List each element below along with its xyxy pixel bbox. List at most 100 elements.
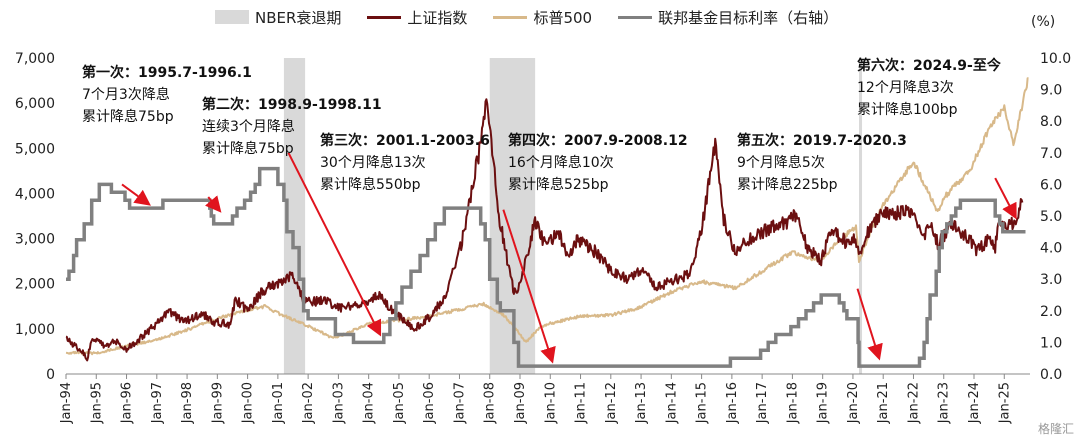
y-right-tick-label: 3.0 (1040, 272, 1062, 288)
x-tick-label: Jan-10 (543, 382, 558, 424)
sse-swatch (367, 15, 402, 19)
y-left-tick-label: 5,000 (15, 141, 55, 157)
sse-line (65, 98, 1024, 362)
y-left-tick-label: 3,000 (15, 232, 55, 248)
annotation-cut-6: 第六次：2024.9-至今 12个月降息3次 累计降息100bp (857, 55, 1001, 121)
annotation-line: 累计降息525bp (508, 177, 609, 193)
y-right-tick-label: 8.0 (1040, 114, 1062, 130)
annotation-line: 7个月3次降息 (82, 87, 170, 103)
annotation-line: 30个月降息13次 (320, 155, 426, 171)
y-left-tick-label: 2,000 (15, 277, 55, 293)
y-left-tick-label: 1,000 (15, 322, 55, 338)
y-right-tick-label: 10.0 (1040, 51, 1071, 67)
x-tick-label: Jan-05 (392, 382, 407, 424)
annotation-title: 第一次：1995.7-1996.1 (82, 65, 252, 81)
x-tick-label: Jan-25 (997, 382, 1012, 424)
fed-swatch (618, 15, 653, 19)
legend: NBER衰退期 上证指数 标普500 联邦基金目标利率（右轴） (215, 6, 864, 28)
cut-arrow (205, 195, 222, 213)
x-tick-label: Jan-14 (664, 382, 679, 424)
cut-arrow (287, 152, 382, 337)
right-axis-unit: (%) (1031, 14, 1056, 30)
annotation-cut-1: 第一次：1995.7-1996.1 7个月3次降息 累计降息75bp (82, 62, 252, 128)
x-tick-label: Jan-24 (967, 382, 982, 424)
y-right-tick-label: 5.0 (1040, 209, 1062, 225)
annotation-cut-2: 第二次：1998.9-1998.11 连续3个月降息 累计降息75bp (202, 94, 382, 160)
x-tick-label: Jan-08 (483, 382, 498, 424)
x-tick-label: Jan-95 (89, 382, 104, 424)
x-tick-label: Jan-09 (513, 382, 528, 424)
x-tick-label: Jan-18 (785, 382, 800, 424)
annotation-line: 12个月降息3次 (857, 80, 954, 96)
x-tick-label: Jan-21 (876, 382, 891, 424)
x-tick-label: Jan-19 (816, 382, 831, 424)
x-tick-label: Jan-01 (271, 382, 286, 424)
x-tick-label: Jan-00 (241, 382, 256, 424)
x-tick-label: Jan-04 (362, 382, 377, 424)
legend-sp500-label: 标普500 (533, 8, 593, 27)
recession-swatch (215, 10, 249, 24)
y-left-tick-label: 6,000 (15, 96, 55, 112)
annotation-line: 累计降息550bp (320, 177, 421, 193)
legend-fed-label: 联邦基金目标利率（右轴） (658, 8, 839, 27)
cut-arrows (121, 152, 1017, 364)
annotation-line: 16个月降息10次 (508, 155, 614, 171)
x-tick-label: Jan-02 (301, 382, 316, 424)
y-right-tick-label: 2.0 (1040, 304, 1062, 320)
legend-item-fed: 联邦基金目标利率（右轴） (618, 7, 838, 28)
x-tick-label: Jan-96 (120, 382, 135, 424)
x-tick-label: Jan-13 (634, 382, 649, 424)
y-left-tick-label: 4,000 (15, 186, 55, 202)
x-tick-label: Jan-03 (331, 382, 346, 424)
axes: 0 1,000 2,000 3,000 4,000 5,000 6,000 7,000 0.0 1… (15, 51, 1071, 424)
annotation-title: 第二次：1998.9-1998.11 (202, 97, 382, 113)
y-left-tick-label: 7,000 (15, 51, 55, 67)
cut-arrow (121, 183, 151, 206)
y-right-tick-label: 7.0 (1040, 146, 1062, 162)
x-tick-label: Jan-12 (604, 382, 619, 424)
legend-sse-label: 上证指数 (407, 8, 468, 27)
recession-band (858, 58, 863, 374)
watermark: 格隆汇 (1037, 422, 1074, 436)
y-right-tick-label: 0.0 (1040, 367, 1062, 383)
legend-recession-label: NBER衰退期 (255, 8, 342, 27)
x-tick-label: Jan-06 (422, 382, 437, 424)
legend-item-sp500: 标普500 (493, 7, 592, 28)
annotation-line: 累计降息100bp (857, 102, 958, 118)
y-right-tick-label: 4.0 (1040, 241, 1062, 257)
annotation-cut-4: 第四次：2007.9-2008.12 16个月降息10次 累计降息525bp (508, 130, 688, 196)
x-tick-label: Jan-20 (846, 382, 861, 424)
legend-item-sse: 上证指数 (367, 7, 467, 28)
legend-item-recession: NBER衰退期 (215, 7, 341, 28)
annotation-line: 9个月降息5次 (737, 155, 825, 171)
x-tick-label: Jan-99 (210, 382, 225, 424)
annotation-line: 累计降息225bp (737, 177, 838, 193)
annotation-cut-3: 第三次：2001.1-2003.6 30个月降息13次 累计降息550bp (320, 130, 490, 196)
annotation-line: 累计降息75bp (202, 141, 294, 157)
x-tick-label: Jan-22 (906, 382, 921, 424)
annotation-line: 连续3个月降息 (202, 119, 295, 135)
annotation-title: 第四次：2007.9-2008.12 (508, 133, 688, 149)
y-right-tick-label: 9.0 (1040, 83, 1062, 99)
series-lines (65, 77, 1029, 368)
x-tick-label: Jan-98 (180, 382, 195, 424)
x-tick-label: Jan-23 (937, 382, 952, 424)
x-tick-label: Jan-07 (452, 382, 467, 424)
annotation-cut-5: 第五次：2019.7-2020.3 9个月降息5次 累计降息225bp (737, 130, 907, 196)
recession-bands (283, 58, 863, 374)
y-left-tick-label: 0 (46, 367, 55, 383)
x-tick-label: Jan-11 (574, 382, 589, 424)
cut-arrow (856, 288, 883, 361)
x-tick-label: Jan-17 (755, 382, 770, 424)
annotation-title: 第六次：2024.9-至今 (857, 58, 1001, 74)
x-tick-label: Jan-16 (725, 382, 740, 424)
sp500-swatch (493, 15, 528, 19)
x-tick-label: Jan-97 (150, 382, 165, 424)
x-tick-label: Jan-15 (695, 382, 710, 424)
annotation-line: 累计降息75bp (82, 109, 174, 125)
cut-arrow (994, 177, 1017, 220)
x-tick-label: Jan-94 (59, 382, 74, 424)
annotation-title: 第五次：2019.7-2020.3 (737, 133, 907, 149)
fed-rate-line (66, 166, 1026, 368)
